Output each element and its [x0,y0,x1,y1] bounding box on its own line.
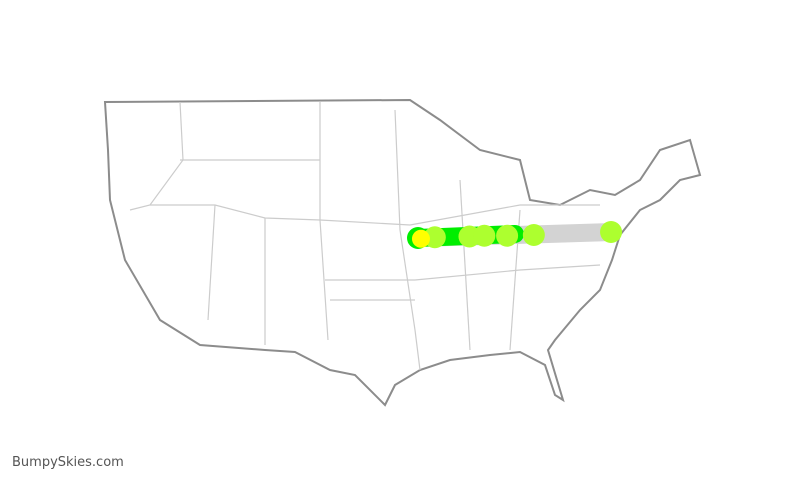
turbulence-marker-light[interactable] [522,224,545,246]
turbulence-marker-light[interactable] [423,226,446,249]
turbulence-marker-light[interactable] [473,224,496,247]
route-layer [407,221,623,249]
state-borders [129,101,601,371]
turbulence-marker-moderate[interactable] [411,229,430,248]
us-landmass [103,98,702,407]
brand-watermark: BumpySkies.com [12,455,124,470]
turbulence-marker-light[interactable] [600,221,623,243]
turbulence-marker-light[interactable] [496,224,519,247]
